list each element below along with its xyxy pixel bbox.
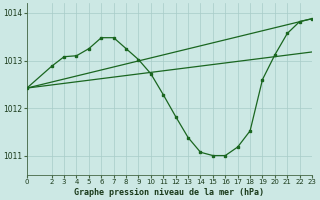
X-axis label: Graphe pression niveau de la mer (hPa): Graphe pression niveau de la mer (hPa) [75,188,265,197]
